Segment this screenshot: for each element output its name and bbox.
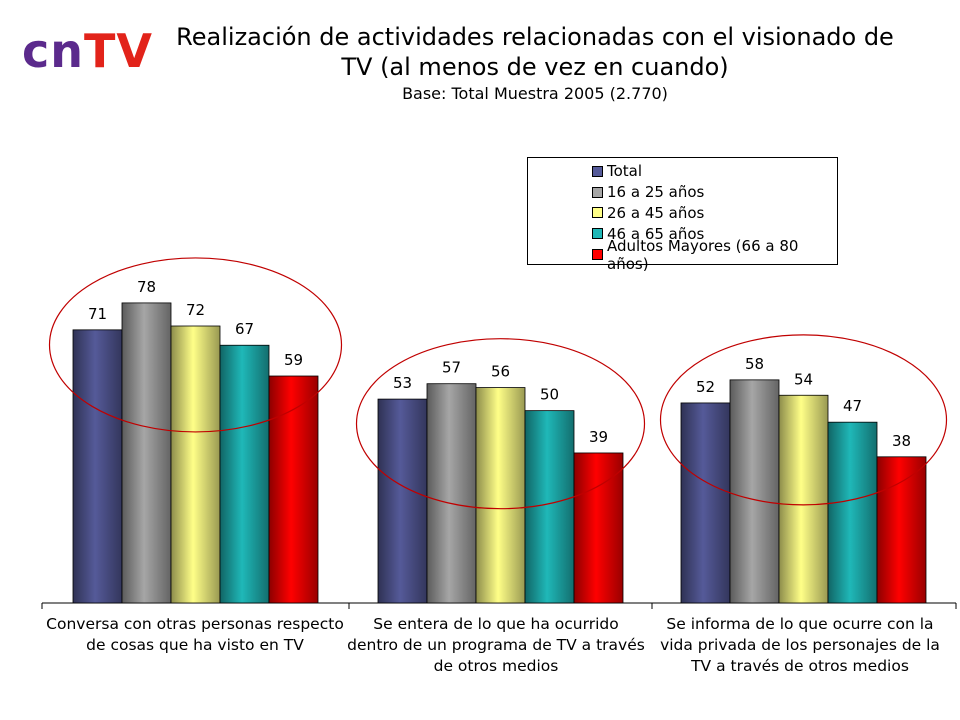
highlight-ellipse-1: [48, 257, 343, 433]
logo-tv: TV: [84, 24, 153, 78]
data-label-1-4: 67: [235, 320, 254, 338]
bar-1-1: [72, 329, 123, 604]
legend-label-3: 26 a 45 años: [607, 203, 705, 222]
data-label-1-3: 72: [186, 301, 205, 319]
data-label-2-2: 57: [442, 359, 461, 377]
legend-swatch-3: [592, 207, 603, 219]
chart-subtitle: Base: Total Muestra 2005 (2.770): [402, 84, 668, 103]
legend-label-2: 16 a 25 años: [607, 183, 705, 202]
legend-item-1: Total: [592, 161, 837, 182]
data-label-2-3: 56: [491, 363, 510, 381]
data-label-3-5: 38: [892, 432, 911, 450]
data-label-3-2: 58: [745, 355, 764, 373]
bar-3-5: [876, 456, 927, 604]
bar-1-3: [170, 325, 221, 604]
chart-legend: Total 16 a 25 años 26 a 45 años 46 a 65 año…: [527, 157, 838, 273]
legend-label-5: Adultos Mayores (66 a 80 años): [607, 236, 799, 273]
bar-2-2: [426, 383, 477, 604]
legend-item-4: 46 a 65 años: [592, 223, 837, 244]
legend-label-4: 46 a 65 años: [607, 224, 705, 243]
legend-item-3: 26 a 45 años: [592, 203, 837, 224]
cntv-logo: cnTV: [22, 28, 153, 74]
chart-title: Realización de actividades relacionadas …: [176, 23, 894, 81]
legend-item-2: 16 a 25 años: [592, 182, 837, 203]
legend-swatch-2: [592, 186, 603, 198]
data-label-1-1: 71: [88, 305, 107, 323]
data-label-2-4: 50: [540, 386, 559, 404]
data-label-1-5: 59: [284, 351, 303, 369]
bar-3-1: [680, 402, 731, 604]
bar-1-5: [268, 375, 319, 604]
bar-1-2: [121, 302, 172, 604]
legend-label-1: Total: [607, 162, 643, 181]
category-label-2: Se entera de lo que ha ocurrido dentro d…: [347, 615, 645, 675]
data-label-2-5: 39: [589, 428, 608, 446]
bar-1-4: [219, 344, 270, 604]
legend-swatch-1: [592, 165, 603, 177]
highlight-ellipse-3: [659, 334, 948, 506]
bar-3-4: [827, 421, 878, 604]
data-label-2-1: 53: [393, 374, 412, 392]
data-label-3-1: 52: [696, 378, 715, 396]
bar-2-3: [475, 387, 526, 604]
legend-swatch-4: [592, 228, 603, 240]
category-label-3: Se informa de lo que ocurre con la vida …: [660, 615, 940, 675]
bar-2-5: [573, 452, 624, 604]
category-label-1: Conversa con otras personas respecto de …: [46, 615, 344, 654]
highlight-ellipse-2: [355, 338, 646, 510]
bar-3-2: [729, 379, 780, 604]
legend-swatch-5: [592, 249, 603, 261]
bar-3-3: [778, 394, 829, 604]
legend-item-5: Adultos Mayores (66 a 80 años): [592, 237, 837, 273]
bar-2-1: [377, 398, 428, 604]
data-label-1-2: 78: [137, 278, 156, 296]
logo-cn: cn: [22, 24, 85, 78]
data-label-3-4: 47: [843, 397, 862, 415]
data-label-3-3: 54: [794, 370, 813, 388]
